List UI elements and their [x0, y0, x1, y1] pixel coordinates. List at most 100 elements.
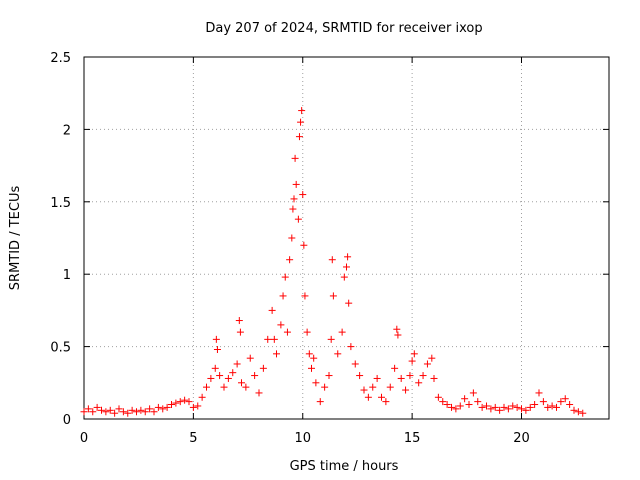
data-point	[535, 389, 543, 397]
x-tick-label: 0	[80, 431, 88, 446]
data-point	[89, 408, 97, 416]
data-point	[402, 386, 410, 394]
data-point	[207, 374, 215, 382]
data-point	[286, 256, 294, 264]
data-point	[270, 335, 278, 343]
data-point	[259, 364, 267, 372]
data-point	[465, 401, 473, 409]
data-point	[154, 403, 162, 411]
data-point	[344, 253, 352, 261]
data-point	[146, 405, 154, 413]
data-point	[487, 405, 495, 413]
x-tick-label: 5	[189, 431, 197, 446]
y-tick-label: 0.5	[50, 341, 71, 356]
data-point	[308, 364, 315, 372]
data-point	[303, 328, 311, 336]
data-point	[141, 408, 149, 416]
data-point	[386, 383, 394, 391]
data-point	[340, 273, 348, 281]
data-point	[111, 409, 119, 417]
data-point	[452, 405, 460, 413]
data-point	[291, 154, 299, 162]
data-point	[382, 398, 390, 406]
data-point	[168, 401, 175, 409]
data-point	[98, 406, 105, 414]
data-point	[428, 354, 436, 362]
x-tick-label: 10	[294, 431, 311, 446]
data-point	[290, 195, 298, 203]
data-point	[300, 241, 308, 249]
data-point	[338, 328, 346, 336]
data-point	[211, 364, 219, 372]
data-point	[394, 331, 402, 339]
data-point	[329, 292, 337, 300]
data-point	[423, 360, 431, 368]
data-points	[80, 107, 587, 417]
data-point	[351, 360, 359, 368]
data-point	[264, 335, 272, 343]
x-tick-label: 20	[513, 431, 530, 446]
data-point	[443, 401, 451, 409]
data-point	[305, 350, 313, 358]
data-point	[189, 403, 197, 411]
data-point	[289, 205, 297, 213]
data-point	[93, 403, 101, 411]
data-point	[229, 369, 237, 377]
data-point	[345, 299, 353, 307]
data-point	[255, 389, 263, 397]
data-point	[474, 398, 482, 406]
data-point	[246, 354, 254, 362]
data-point	[397, 374, 405, 382]
data-point	[294, 215, 302, 223]
y-axis-label: SRMTID / TECUs	[8, 186, 23, 291]
data-point	[128, 406, 136, 414]
axis-ticks: 0 5 10 15 20 0 0.5 1 1.5 2 2.5	[50, 51, 609, 446]
data-point	[216, 372, 224, 380]
x-tick-label: 15	[404, 431, 421, 446]
data-point	[115, 405, 123, 413]
data-point	[283, 328, 291, 336]
data-point	[212, 335, 220, 343]
data-point	[185, 398, 193, 406]
data-point	[513, 403, 521, 411]
data-point	[295, 133, 303, 141]
data-point	[364, 393, 372, 401]
y-tick-label: 2	[63, 123, 71, 138]
data-point	[356, 372, 364, 380]
data-point	[561, 395, 569, 403]
data-point	[80, 408, 88, 416]
data-point	[504, 405, 512, 413]
data-point	[299, 191, 307, 199]
data-point	[378, 393, 385, 401]
data-point	[539, 398, 547, 406]
data-point	[163, 403, 171, 411]
data-point	[84, 405, 92, 413]
data-point	[522, 406, 530, 414]
data-point	[292, 180, 300, 188]
data-point	[298, 107, 306, 115]
data-point	[574, 408, 582, 416]
data-point	[347, 343, 355, 351]
data-point	[439, 398, 447, 406]
data-point	[548, 402, 556, 410]
y-tick-label: 1.5	[50, 196, 71, 211]
data-point	[430, 374, 438, 382]
data-point	[531, 401, 539, 409]
data-point	[478, 403, 486, 411]
y-tick-label: 2.5	[50, 51, 71, 66]
data-point	[410, 350, 418, 358]
data-point	[235, 317, 243, 325]
data-point	[334, 350, 342, 358]
data-point	[415, 379, 423, 387]
data-point	[321, 383, 329, 391]
data-point	[469, 389, 477, 397]
data-point	[268, 306, 276, 314]
data-point	[198, 393, 206, 401]
data-point	[419, 372, 427, 380]
data-point	[343, 263, 350, 271]
data-point	[434, 393, 442, 401]
data-point	[172, 399, 180, 407]
data-point	[496, 406, 504, 414]
data-point	[526, 403, 534, 411]
